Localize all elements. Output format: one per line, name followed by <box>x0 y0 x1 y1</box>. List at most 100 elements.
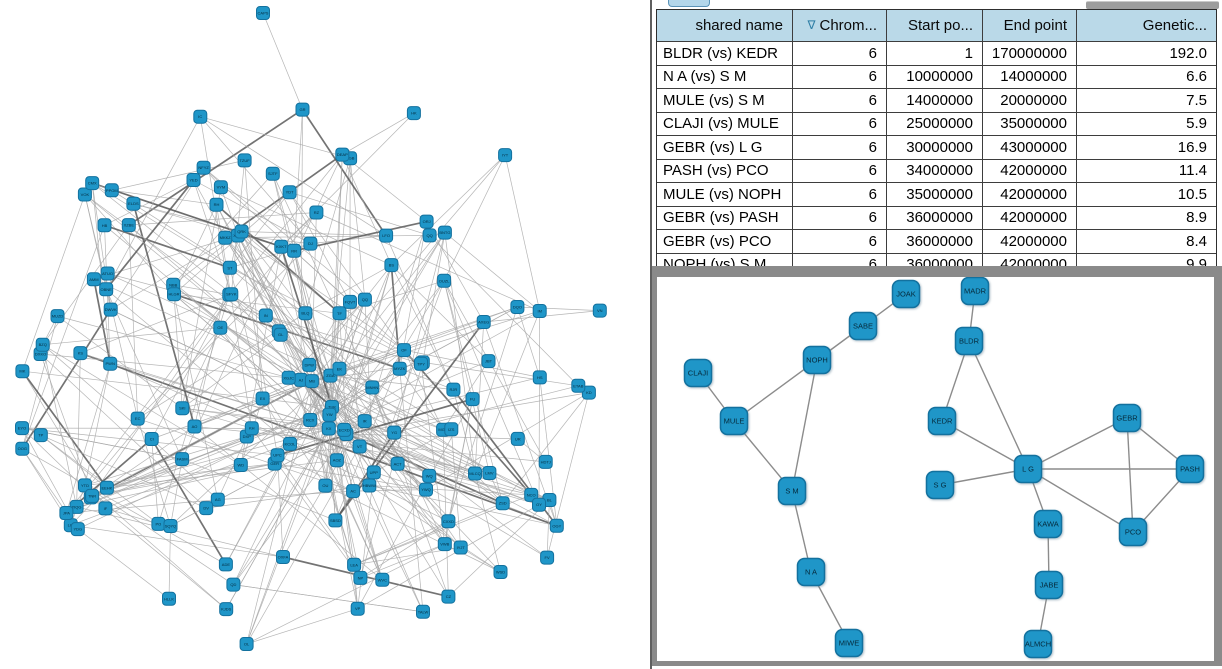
network-node[interactable]: RCX <box>303 413 318 427</box>
network-edge[interactable] <box>1027 417 1128 470</box>
node-MIWE[interactable]: MIWE <box>834 628 864 658</box>
network-node[interactable]: GR <box>295 102 310 117</box>
node-shape[interactable] <box>321 421 336 436</box>
node-shape[interactable] <box>1033 509 1063 539</box>
node-shape[interactable] <box>199 501 214 516</box>
node-shape[interactable] <box>239 637 254 651</box>
node-shape[interactable] <box>121 218 136 233</box>
network-node[interactable]: JBT <box>481 354 496 369</box>
node-shape[interactable] <box>287 243 302 258</box>
table-cell[interactable]: 6 <box>793 253 887 276</box>
node-CLAJI[interactable]: CLAJI <box>683 358 713 388</box>
column-header-0[interactable]: shared name <box>657 10 793 41</box>
network-node[interactable]: QD <box>226 577 241 592</box>
network-node[interactable]: KH <box>244 421 259 436</box>
node-shape[interactable] <box>144 432 159 446</box>
table-cell[interactable]: 20000000 <box>983 89 1077 112</box>
network-node[interactable]: FQVT <box>343 294 357 309</box>
node-shape[interactable] <box>446 382 461 397</box>
node-shape[interactable] <box>226 577 241 592</box>
table-cell[interactable]: PASH (vs) PCO <box>657 159 793 182</box>
network-node[interactable]: YDT <box>282 185 297 200</box>
network-node[interactable]: IZS <box>444 422 459 437</box>
node-shape[interactable] <box>453 540 468 555</box>
node-shape[interactable] <box>222 260 237 275</box>
node-shape[interactable] <box>592 303 607 318</box>
node-shape[interactable] <box>258 308 273 323</box>
network-node[interactable]: WD <box>233 458 248 472</box>
network-edge[interactable] <box>791 359 818 492</box>
network-node[interactable]: YW <box>322 407 337 422</box>
network-node[interactable]: DV <box>199 501 214 516</box>
node-shape[interactable] <box>392 361 407 376</box>
network-node[interactable]: RH <box>209 197 224 212</box>
node-shape[interactable] <box>237 153 252 168</box>
node-shape[interactable] <box>571 378 586 393</box>
table-cell[interactable]: 6 <box>793 183 887 206</box>
network-node[interactable]: ADE <box>218 557 233 572</box>
network-node[interactable]: BLQ <box>298 306 313 321</box>
table-cell[interactable]: 25000000 <box>887 112 983 135</box>
table-cell[interactable]: 42000000 <box>983 183 1077 206</box>
node-PASH[interactable]: PASH <box>1175 454 1205 484</box>
network-node[interactable]: BS <box>384 258 399 273</box>
node-S-M[interactable]: S M <box>777 476 807 506</box>
network-node[interactable]: HK <box>406 106 421 121</box>
node-shape[interactable] <box>73 346 88 361</box>
node-shape[interactable] <box>498 148 513 163</box>
table-cell[interactable]: 6 <box>793 89 887 112</box>
network-node[interactable]: LFO <box>379 228 394 243</box>
node-shape[interactable] <box>329 453 344 468</box>
table-cell[interactable]: 30000000 <box>887 136 983 159</box>
node-shape[interactable] <box>163 519 178 533</box>
node-shape[interactable] <box>960 277 990 306</box>
node-shape[interactable] <box>303 413 318 427</box>
network-node[interactable]: ELDS <box>126 196 141 211</box>
table-cell[interactable]: MULE (vs) S M <box>657 89 793 112</box>
network-node[interactable]: VWB <box>437 537 452 552</box>
node-shape[interactable] <box>384 258 399 273</box>
network-node[interactable]: FU <box>465 392 480 407</box>
node-shape[interactable] <box>444 422 459 437</box>
node-shape[interactable] <box>482 466 497 480</box>
node-shape[interactable] <box>213 320 228 335</box>
table-cell[interactable]: CLAJI (vs) MULE <box>657 112 793 135</box>
node-shape[interactable] <box>422 468 437 483</box>
network-node[interactable]: DPW <box>302 357 317 372</box>
node-shape[interactable] <box>193 109 208 124</box>
node-shape[interactable] <box>15 364 30 379</box>
node-shape[interactable] <box>255 391 270 406</box>
node-shape[interactable] <box>347 557 362 572</box>
table-cell[interactable]: 35000000 <box>983 112 1077 135</box>
node-shape[interactable] <box>302 357 317 372</box>
node-shape[interactable] <box>375 572 390 587</box>
table-cell[interactable]: 5.9 <box>1186 115 1207 133</box>
node-shape[interactable] <box>130 411 145 426</box>
network-node[interactable]: IYJT <box>453 540 468 555</box>
node-SABE[interactable]: SABE <box>848 311 878 341</box>
node-GEBR[interactable]: GEBR <box>1112 403 1142 433</box>
network-node[interactable]: QQ <box>422 228 437 243</box>
network-node[interactable]: VN <box>592 303 607 318</box>
node-shape[interactable] <box>265 166 280 181</box>
network-node[interactable]: HS <box>532 370 547 385</box>
network-node[interactable]: MB <box>304 374 319 389</box>
network-node[interactable]: EYO <box>15 421 29 436</box>
network-node[interactable]: EX <box>255 391 270 406</box>
table-cell[interactable]: 42000000 <box>983 206 1077 229</box>
network-node[interactable]: DEAP <box>335 147 350 162</box>
node-shape[interactable] <box>209 197 224 212</box>
network-node[interactable]: HBWW <box>362 478 377 493</box>
network-node[interactable]: OL <box>239 637 254 651</box>
node-shape[interactable] <box>77 187 92 202</box>
network-node[interactable]: JPA <box>59 506 74 520</box>
node-shape[interactable] <box>379 228 394 243</box>
table-cell[interactable]: 7.5 <box>1186 91 1207 109</box>
network-node[interactable]: VP <box>350 601 365 616</box>
node-S-G[interactable]: S G <box>925 470 955 500</box>
node-shape[interactable] <box>175 452 190 467</box>
network-node[interactable]: NFYZ <box>196 160 211 175</box>
node-shape[interactable] <box>256 6 270 20</box>
node-shape[interactable] <box>85 488 100 503</box>
node-shape[interactable] <box>422 228 437 243</box>
